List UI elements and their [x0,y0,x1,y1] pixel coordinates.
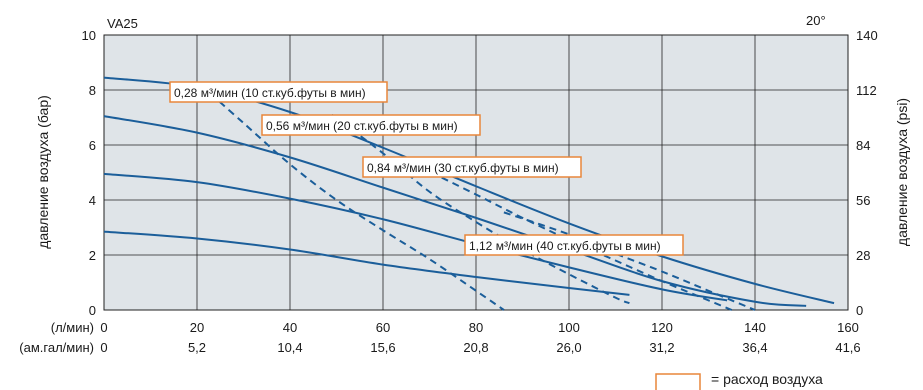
x-tick-lpm: 140 [744,320,766,335]
x-tick-gpm: 5,2 [188,340,206,355]
x-tick-lpm: 0 [100,320,107,335]
x-tick-lpm: 20 [190,320,204,335]
y-tick-right: 112 [856,83,877,98]
x-tick-gpm: 36,4 [742,340,767,355]
y-tick-left: 6 [89,138,96,153]
air-consumption-label-text: 0,56 м³/мин (20 ст.куб.футы в мин) [266,119,458,133]
air-consumption-curve [419,166,733,311]
temperature-label: 20° [806,13,826,28]
pressure-curve [103,172,728,302]
y-tick-left: 10 [82,28,96,43]
y-tick-left: 8 [89,83,96,98]
pressure-curve [103,115,807,307]
x-tick-gpm: 26,0 [556,340,581,355]
legend-swatch [655,373,701,390]
grid-lines [104,35,848,310]
y-tick-right: 0 [856,303,863,318]
air-consumption-curve [503,211,756,311]
x-tick-gpm: 20,8 [463,340,488,355]
y-tick-right: 84 [856,138,870,153]
y-tick-left: 0 [89,303,96,318]
air-consumption-label-box [169,81,388,103]
air-consumption-label: 1,12 м³/мин (40 ст.куб.футы в мин) [464,234,684,256]
x-tick-gpm: 31,2 [649,340,674,355]
air-consumption-label-box [362,156,582,178]
x-tick-gpm: 10,4 [277,340,302,355]
x-axis-unit-gpm: (ам.гал/мин) [19,340,94,355]
y-tick-left: 2 [89,248,96,263]
x-tick-gpm: 0 [100,340,107,355]
x-tick-lpm: 120 [651,320,673,335]
y-tick-right: 28 [856,248,870,263]
pressure-curve [103,230,630,296]
x-tick-lpm: 160 [837,320,859,335]
x-tick-lpm: 100 [558,320,580,335]
air-consumption-curve [331,113,630,305]
y-tick-left: 4 [89,193,96,208]
y-tick-right: 56 [856,193,870,208]
air-consumption-label-text: 1,12 м³/мин (40 ст.куб.футы в мин) [469,239,661,253]
x-tick-lpm: 40 [283,320,297,335]
x-tick-lpm: 60 [376,320,390,335]
y-tick-right: 140 [856,28,878,43]
air-consumption-label-box [464,234,684,256]
x-tick-lpm: 80 [469,320,483,335]
air-consumption-label-box [261,114,481,136]
curves: 0,28 м³/мин (10 ст.куб.футы в мин) 0,56 м… [103,76,835,311]
air-consumption-label-text: 0,84 м³/мин (30 ст.куб.футы в мин) [367,161,559,175]
x-tick-gpm: 41,6 [835,340,860,355]
legend-text: = расход воздуха [711,371,823,387]
pump-model-label: VA25 [107,16,138,31]
air-consumption-curve [200,85,505,311]
x-tick-gpm: 15,6 [370,340,395,355]
air-consumption-label: 0,84 м³/мин (30 ст.куб.футы в мин) [362,156,582,178]
x-axis-unit-lpm: (л/мин) [51,320,94,335]
air-consumption-label: 0,56 м³/мин (20 ст.куб.футы в мин) [261,114,481,136]
air-consumption-label: 0,28 м³/мин (10 ст.куб.футы в мин) [169,81,388,103]
air-consumption-label-text: 0,28 м³/мин (10 ст.куб.футы в мин) [174,86,366,100]
y-axis-title-right: давление воздуха (psi) [894,98,910,246]
y-axis-title-left: давление воздуха (бар) [35,95,51,249]
